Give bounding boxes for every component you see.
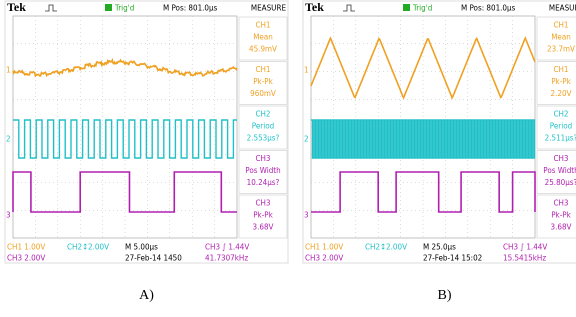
footer-ch2: CH2↕2.00V	[365, 243, 407, 252]
measure-label: Pk-Pk	[253, 77, 273, 86]
footer-date: 27-Feb-14 1450	[125, 254, 182, 263]
status: Trig'd	[114, 4, 134, 13]
footer-ch3: CH3 2.00V	[305, 254, 343, 263]
measure-channel: CH1	[255, 21, 270, 30]
footer-ch3: CH3 2.00V	[7, 254, 45, 263]
footer-date: 27-Feb-14 15:02	[423, 254, 482, 263]
measure-value: 3.68V	[253, 223, 274, 232]
figure: Tek Trig'd M Pos: 801.0µs MEASURE 1 2 3 CH1 Mean…	[0, 0, 576, 313]
caption: A)	[139, 288, 154, 303]
measure-channel: CH3	[553, 154, 568, 163]
status: Trig'd	[412, 4, 432, 13]
trig-box	[403, 4, 410, 11]
footer-ch2: CH2↕2.00V	[67, 243, 109, 252]
measure-value: 960mV	[250, 89, 276, 98]
measure-label: Period	[550, 122, 572, 131]
measure-channel: CH1	[553, 65, 568, 74]
measure-channel: CH1	[553, 21, 568, 30]
brand: Tek	[7, 0, 26, 14]
measure-label: Pos Width	[543, 166, 576, 175]
footer-timebase: M 25.0µs	[423, 243, 456, 252]
measure-label: Period	[252, 122, 274, 131]
channel-marker: 3	[6, 211, 11, 220]
measure-value: 2.511µs?	[545, 134, 576, 143]
measure-label: Pk-Pk	[551, 211, 571, 220]
footer-ch1: CH1 1.00V	[305, 243, 343, 252]
footer-trigger: CH3 ∫ 1.44V	[503, 243, 547, 252]
channel-marker: 2	[304, 135, 309, 144]
caption: B)	[438, 288, 452, 303]
ch2-trace	[311, 120, 535, 158]
footer-frequency: 15.5415kHz	[503, 254, 546, 263]
channel-marker: 3	[304, 211, 309, 220]
measure-value: 10.24µs?	[247, 178, 280, 187]
measure-label: Mean	[253, 33, 273, 42]
brand: Tek	[305, 0, 324, 14]
measure-channel: CH3	[553, 199, 568, 208]
measure-channel: CH3	[255, 199, 270, 208]
channel-marker: 2	[6, 135, 11, 144]
position: M Pos: 801.0µs	[163, 4, 218, 13]
measure-channel: CH3	[255, 154, 270, 163]
measure-channel: CH1	[255, 65, 270, 74]
measure-value: 2.553µs?	[247, 134, 280, 143]
measure-value: 3.68V	[551, 223, 572, 232]
measure-label: Mean	[551, 33, 571, 42]
footer-timebase: M 5.00µs	[125, 243, 158, 252]
channel-marker: 1	[304, 66, 309, 75]
measure-channel: CH2	[255, 110, 270, 119]
measure-value: 25.80µs?	[545, 178, 576, 187]
footer-ch1: CH1 1.00V	[7, 243, 45, 252]
measure-channel: CH2	[553, 110, 568, 119]
footer-trigger: CH3 ∫ 1.44V	[205, 243, 249, 252]
measure-value: 45.9mV	[249, 45, 277, 54]
trig-box	[105, 4, 112, 11]
position: M Pos: 801.0µs	[461, 4, 516, 13]
measure-label: Pk-Pk	[551, 77, 571, 86]
menu: MEASURE	[251, 4, 287, 13]
menu: MEASURE	[549, 4, 576, 13]
measure-value: 2.20V	[551, 89, 572, 98]
measure-value: 23.7mV	[547, 45, 575, 54]
measure-label: Pos Width	[245, 166, 280, 175]
measure-label: Pk-Pk	[253, 211, 273, 220]
channel-marker: 1	[6, 66, 11, 75]
footer-frequency: 41.7307kHz	[205, 254, 248, 263]
